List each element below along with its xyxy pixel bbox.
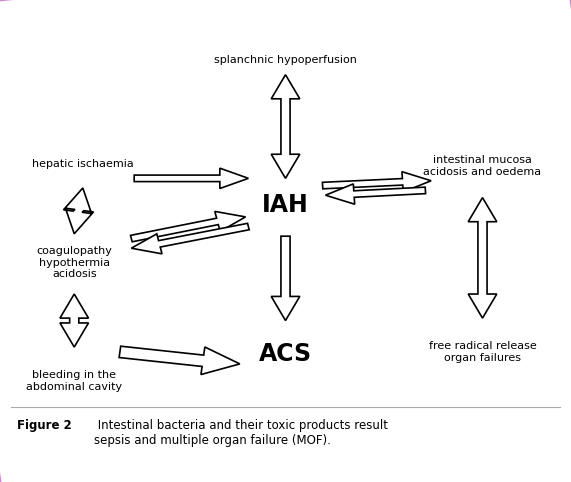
Text: splanchnic hypoperfusion: splanchnic hypoperfusion — [214, 55, 357, 65]
Polygon shape — [119, 346, 240, 375]
Text: free radical release
organ failures: free radical release organ failures — [429, 341, 536, 362]
Polygon shape — [134, 168, 248, 188]
Polygon shape — [60, 294, 89, 347]
Text: hepatic ischaemia: hepatic ischaemia — [32, 159, 134, 169]
Polygon shape — [271, 236, 300, 321]
Text: coagulopathy
hypothermia
acidosis: coagulopathy hypothermia acidosis — [37, 246, 112, 279]
Polygon shape — [131, 223, 249, 254]
Text: Intestinal bacteria and their toxic products result
sepsis and multiple organ fa: Intestinal bacteria and their toxic prod… — [94, 419, 388, 447]
Text: bleeding in the
abdominal cavity: bleeding in the abdominal cavity — [26, 370, 122, 391]
Polygon shape — [271, 75, 300, 178]
Polygon shape — [325, 184, 425, 204]
Text: ACS: ACS — [259, 342, 312, 366]
Text: Figure 2: Figure 2 — [17, 419, 72, 432]
Polygon shape — [63, 188, 94, 234]
Text: intestinal mucosa
acidosis and oedema: intestinal mucosa acidosis and oedema — [424, 156, 541, 177]
Polygon shape — [323, 172, 431, 192]
Polygon shape — [131, 212, 246, 242]
Text: IAH: IAH — [262, 193, 309, 217]
Polygon shape — [468, 198, 497, 318]
